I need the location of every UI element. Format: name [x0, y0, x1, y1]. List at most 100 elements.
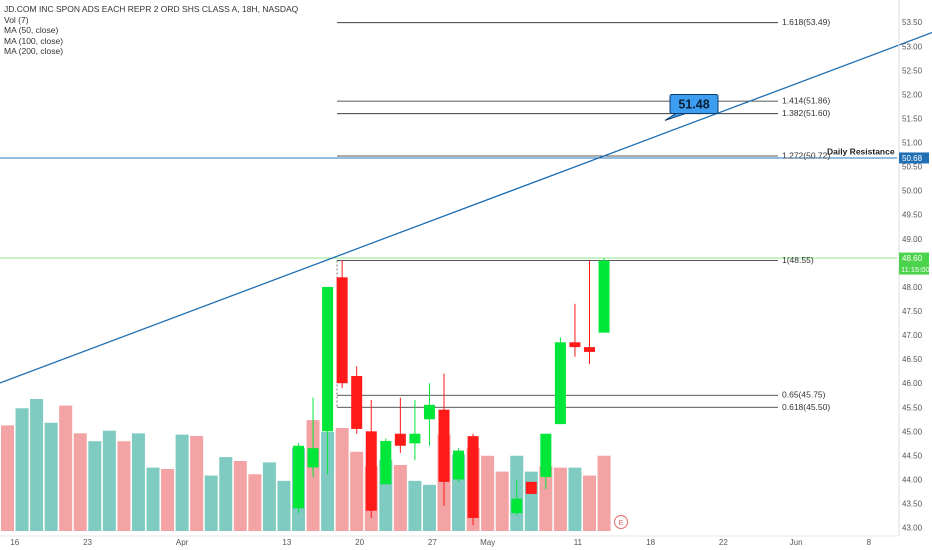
time-tick-label: 20 — [355, 538, 364, 547]
candle-up — [540, 433, 552, 478]
fib-level-label: 1.382(51.60) — [782, 108, 830, 118]
price-tick-label: 45.50 — [902, 403, 923, 412]
time-tick-label: 27 — [428, 538, 437, 547]
trendline-layer — [0, 31, 932, 384]
volume-bar — [146, 467, 160, 531]
price-tick-label: 49.00 — [902, 235, 923, 244]
price-tick-label: 53.00 — [902, 42, 923, 51]
time-tick-label: 16 — [10, 538, 19, 547]
overlay-layer: Daily Resistance 50.68 48.60 11:15:00 51.48 E — [614, 93, 930, 529]
callout-box — [669, 93, 719, 114]
price-tick-label: 46.00 — [902, 379, 923, 388]
candle-up — [307, 448, 319, 468]
volume-bar — [44, 422, 58, 531]
price-tick-label: 43.00 — [902, 524, 923, 533]
fib-level-label: 1.272(50.72) — [782, 151, 830, 161]
price-tick-label: 47.00 — [902, 331, 923, 340]
horizontal-lines-layer — [0, 157, 897, 259]
candle-up — [554, 342, 566, 425]
time-tick-label: 8 — [867, 538, 872, 547]
volume-bar — [553, 467, 567, 531]
volume-bar — [335, 428, 349, 531]
time-tick-label: 22 — [719, 538, 728, 547]
volume-bar — [161, 468, 175, 531]
resistance-price-text: 50.68 — [902, 154, 923, 163]
candle-up — [453, 450, 465, 480]
earnings-event-icon — [614, 515, 628, 529]
price-tick-label: 48.00 — [902, 283, 923, 292]
volume-bar — [597, 455, 611, 531]
volume-bar — [131, 433, 145, 531]
legend-ma50: MA (50, close) — [4, 25, 59, 35]
volume-bar — [248, 474, 262, 531]
candle-up — [409, 433, 421, 444]
volume-bar — [1, 425, 14, 531]
resistance-price-badge — [899, 152, 929, 164]
candles-layer — [293, 258, 610, 526]
volume-bar — [408, 480, 422, 531]
candle-down — [394, 433, 406, 446]
volume-bar — [88, 441, 102, 531]
legend-title: JD.COM INC SPON ADS EACH REPR 2 ORD SHS … — [4, 4, 299, 14]
callout-value: 51.48 — [678, 97, 709, 111]
volume-bar — [219, 457, 233, 531]
price-tick-label: 53.50 — [902, 18, 923, 27]
earnings-event-label: E — [618, 518, 623, 527]
time-tick-label: Apr — [176, 538, 189, 547]
fib-level-label: 1(48.55) — [782, 255, 814, 265]
candle-up — [293, 445, 304, 509]
volume-bar — [117, 441, 131, 531]
fibonacci-layer: 1.618(53.49) 1.414(51.86) 1.382(51.60) 1.27… — [336, 17, 830, 412]
candle-up — [423, 404, 435, 420]
volume-bar — [524, 471, 538, 531]
legend-vol: Vol (7) — [4, 14, 29, 25]
volume-bar — [73, 433, 87, 531]
resistance-label: Daily Resistance — [827, 146, 895, 156]
current-price-badge — [899, 252, 929, 275]
price-tick-label: 46.50 — [902, 355, 923, 364]
time-tick-label: 18 — [646, 538, 655, 547]
price-tick-label: 51.00 — [902, 139, 923, 148]
fib-level-label: 1.414(51.86) — [782, 96, 830, 106]
candle-up — [598, 260, 610, 333]
time-tick-label: 23 — [83, 538, 92, 547]
price-tick-label: 44.50 — [902, 451, 923, 460]
price-tick-label: 43.50 — [902, 500, 923, 509]
price-tick-label: 52.00 — [902, 90, 923, 99]
volume-bar — [393, 465, 407, 531]
callout-pointer — [664, 112, 687, 121]
price-tick-label: 52.50 — [902, 66, 923, 75]
volume-bar — [262, 462, 276, 531]
volume-bar — [30, 399, 44, 531]
countdown-text: 11:15:00 — [901, 265, 930, 274]
volume-bar — [102, 430, 116, 531]
volume-bar — [583, 475, 596, 531]
price-tick-label: 47.50 — [902, 307, 923, 316]
price-tick-label: 49.50 — [902, 211, 923, 220]
volume-bar — [175, 434, 189, 531]
candle-down — [351, 375, 363, 429]
volume-bar — [15, 408, 29, 531]
volume-bar — [539, 466, 553, 531]
candle-down — [525, 481, 537, 494]
volume-bar — [321, 432, 335, 531]
time-tick-label: May — [480, 538, 495, 547]
price-tick-label: 45.00 — [902, 427, 923, 436]
candle-up — [322, 286, 334, 432]
volume-bar — [59, 405, 73, 531]
volume-bar — [277, 480, 291, 531]
volume-bar — [190, 435, 204, 531]
legend-ma100: MA (100, close) — [4, 35, 64, 46]
price-tick-label: 50.50 — [902, 163, 923, 172]
fib-level-label: 1.618(53.49) — [782, 17, 830, 27]
chart-legend: JD.COM INC SPON ADS EACH REPR 2 ORD SHS … — [4, 4, 298, 57]
candle-down — [365, 431, 377, 511]
volume-bar — [481, 455, 495, 531]
volume-bar — [568, 467, 582, 531]
volume-bar — [204, 475, 218, 531]
candle-up — [511, 498, 523, 514]
legend-ma200: MA (200, close) — [4, 46, 64, 56]
candle-down — [438, 409, 450, 482]
